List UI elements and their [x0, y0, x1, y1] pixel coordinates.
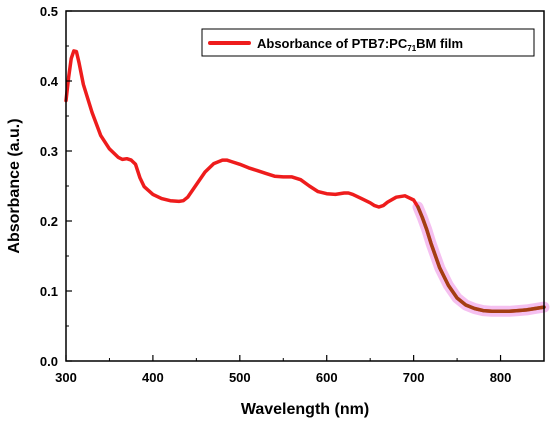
y-tick-label: 0.2: [40, 214, 58, 229]
plot-marks: [64, 49, 550, 317]
y-tick-label: 0.5: [40, 4, 58, 19]
series-line: [64, 49, 546, 314]
legend-box: [201, 28, 535, 57]
x-tick-label: 400: [142, 370, 164, 385]
y-tick-label: 0.1: [40, 284, 58, 299]
legend-label-prefix: Absorbance of PTB7:PC: [257, 36, 408, 51]
y-tick-label: 0.4: [40, 74, 59, 89]
x-tick-label: 300: [55, 370, 77, 385]
x-tick-label: 500: [229, 370, 251, 385]
x-tick-label: 700: [403, 370, 425, 385]
legend-label: Absorbance of PTB7:PC71BM film: [257, 36, 463, 53]
axis-ticks: 300 400 500 600 700 800 0.0 0.1 0.2 0.3 0.4 0.5: [40, 4, 511, 385]
y-tick-label: 0.0: [40, 354, 58, 369]
x-tick-label: 600: [316, 370, 338, 385]
legend-label-suffix: BM film: [416, 36, 463, 51]
x-axis-label: Wavelength (nm): [241, 401, 369, 418]
series-line-overlap: [416, 205, 546, 314]
y-tick-label: 0.3: [40, 144, 58, 159]
legend-label-subscript: 71: [407, 44, 416, 53]
legend: Absorbance of PTB7:PC71BM film: [201, 28, 535, 57]
x-tick-label: 800: [490, 370, 512, 385]
y-axis-label: Absorbance (a.u.): [6, 118, 23, 253]
